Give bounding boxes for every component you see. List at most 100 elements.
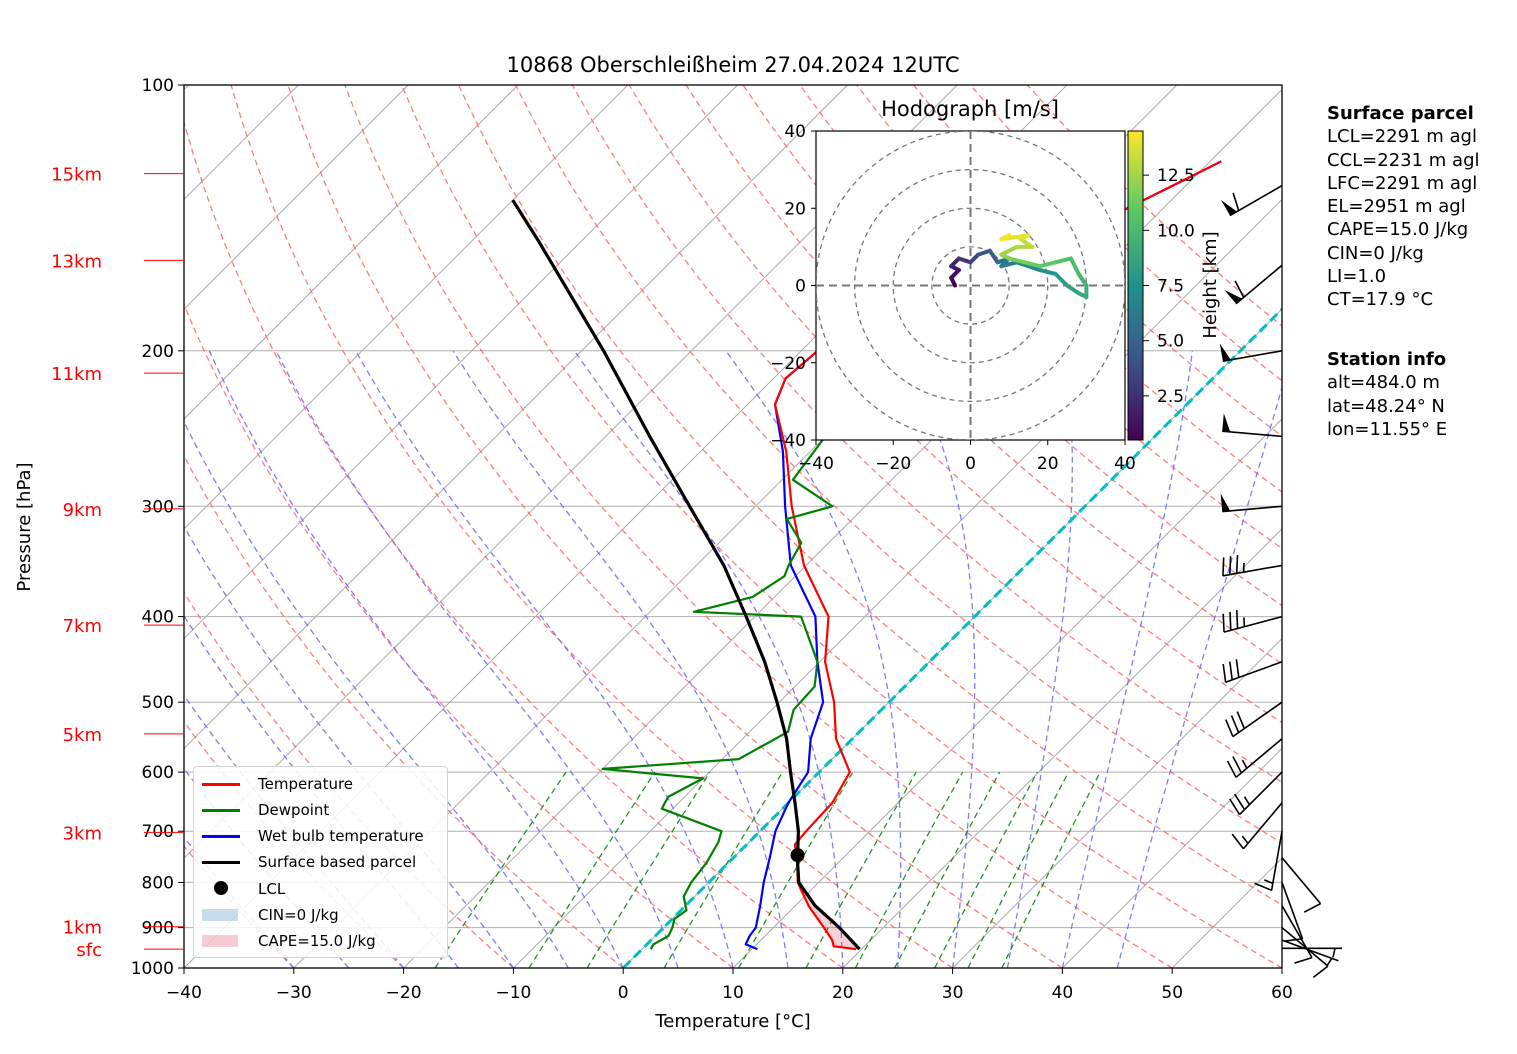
mixing-ratio-line xyxy=(854,771,964,968)
legend-temperature: Temperature xyxy=(202,773,353,795)
moist-adiabat xyxy=(452,350,789,968)
isotherm xyxy=(732,418,1282,968)
mixing-ratio-line xyxy=(934,771,1038,968)
wind-barb xyxy=(1220,493,1283,513)
moist-adiabat xyxy=(1006,350,1073,968)
hodograph-segment xyxy=(999,244,1019,257)
moist-adiabat xyxy=(208,350,624,968)
hodograph-x-tick: 20 xyxy=(1037,454,1059,474)
colorbar-label: Height [km] xyxy=(1200,231,1221,338)
colorbar-tick-label: 5.0 xyxy=(1157,332,1184,352)
hodograph-x-tick: 40 xyxy=(1114,454,1136,474)
colorbar-tick-label: 10.0 xyxy=(1157,221,1195,241)
moist-adiabat xyxy=(355,350,734,968)
hodograph-segment xyxy=(1007,256,1027,265)
wind-barb xyxy=(1221,184,1283,217)
isotherm xyxy=(184,85,629,530)
hodograph: Hodograph [m/s] Height [km] −40 −40 −20 −20… xyxy=(770,97,1221,474)
y-tick-label: 100 xyxy=(142,76,174,96)
info-cape: CAPE=15.0 J/kg xyxy=(1327,219,1469,241)
hodograph-segment xyxy=(1053,271,1070,288)
cape-area xyxy=(797,856,860,950)
x-axis-label: Temperature [°C] xyxy=(654,1011,810,1032)
hodograph-ring xyxy=(892,207,1049,364)
wind-barb xyxy=(1282,947,1342,958)
hodograph-y-tick: 0 xyxy=(795,277,806,297)
info-lcl: LCL=2291 m agl xyxy=(1327,126,1477,148)
wind-barb xyxy=(1219,343,1283,363)
hodograph-segment xyxy=(1018,237,1035,249)
hodograph-segment xyxy=(999,260,1019,269)
mixing-ratio-line xyxy=(1001,771,1101,968)
hodograph-x-tick: −40 xyxy=(798,454,834,474)
y-tick-label: 400 xyxy=(142,608,174,628)
mixing-ratio-line xyxy=(894,771,1001,968)
wind-barb xyxy=(1224,264,1283,305)
station-info: Station info alt=484.0 m lat=48.24° N lo… xyxy=(1327,348,1447,441)
isotherm xyxy=(842,528,1282,968)
station-info-heading: Station info xyxy=(1327,349,1447,370)
hodograph-y-tick: −20 xyxy=(770,354,806,374)
wind-barb xyxy=(1281,939,1339,967)
wind-barb xyxy=(1222,554,1283,577)
hodograph-segment xyxy=(1065,283,1081,296)
x-tick-label: 60 xyxy=(1271,983,1293,1003)
height-label: 3km xyxy=(63,823,102,844)
lcl-marker xyxy=(790,848,805,863)
hodograph-ring xyxy=(931,246,1010,325)
legend-lcl: LCL xyxy=(202,878,285,900)
wind-barb xyxy=(1281,882,1304,943)
info-ccl: CCL=2231 m agl xyxy=(1327,149,1480,171)
y-tick-label: 300 xyxy=(142,497,174,517)
moist-adiabat xyxy=(900,350,976,968)
zero-isotherm xyxy=(622,307,1282,968)
legend: Temperature Dewpoint Wet bulb temperatur… xyxy=(193,766,448,958)
hodograph-y-tick: 20 xyxy=(784,199,806,219)
mixing-ratio-line xyxy=(528,771,656,968)
info-alt: alt=484.0 m xyxy=(1327,372,1440,394)
x-tick-label: 50 xyxy=(1161,983,1183,1003)
dry-adiabat xyxy=(287,85,1063,968)
legend-cape: CAPE=15.0 J/kg xyxy=(202,930,376,952)
height-label: 1km xyxy=(63,918,102,939)
hodograph-segment xyxy=(1068,256,1081,276)
mixing-ratio-line xyxy=(967,771,1070,968)
hodograph-segment xyxy=(1053,256,1073,265)
x-tick-label: −40 xyxy=(166,983,202,1003)
x-tick-label: −30 xyxy=(276,983,312,1003)
isotherm xyxy=(184,85,848,750)
moist-adiabat xyxy=(275,350,679,968)
mixing-ratio-line xyxy=(738,771,854,968)
info-cin: CIN=0 J/kg xyxy=(1327,242,1424,264)
surface-parcel-info: Surface parcel LCL=2291 m agl CCL=2231 m… xyxy=(1327,102,1480,312)
colorbar-tick-label: 12.5 xyxy=(1157,166,1195,186)
moist-adiabat xyxy=(573,350,844,968)
hodograph-segment xyxy=(1014,260,1043,273)
info-lat: lat=48.24° N xyxy=(1327,395,1445,417)
wind-barb xyxy=(1228,771,1283,816)
legend-dewpoint: Dewpoint xyxy=(202,799,329,821)
dry-adiabat xyxy=(514,85,1282,844)
hodograph-segment xyxy=(1022,260,1043,269)
wind-barb xyxy=(1222,610,1283,633)
hodograph-title: Hodograph [m/s] xyxy=(881,97,1059,121)
height-label: 13km xyxy=(51,251,102,272)
moist-adiabat xyxy=(1116,385,1282,968)
mixing-ratio-line xyxy=(663,771,784,968)
height-label: 5km xyxy=(63,725,102,746)
height-label: 11km xyxy=(51,364,102,385)
height-label: sfc xyxy=(76,940,102,961)
surface-parcel-heading: Surface parcel xyxy=(1327,103,1474,124)
info-el: EL=2951 m agl xyxy=(1327,196,1466,218)
x-tick-label: 0 xyxy=(618,983,629,1003)
isotherm xyxy=(513,198,1282,968)
y-tick-label: 1000 xyxy=(131,959,174,979)
colorbar-tick-label: 7.5 xyxy=(1157,277,1184,297)
hodograph-y-tick: −40 xyxy=(770,431,806,451)
y-tick-label: 800 xyxy=(142,873,174,893)
hodograph-x-tick: −20 xyxy=(875,454,911,474)
y-axis-label: Pressure [hPa] xyxy=(14,462,35,591)
y-tick-label: 500 xyxy=(142,693,174,713)
chart-title: 10868 Oberschleißheim 27.04.2024 12UTC xyxy=(507,53,960,77)
